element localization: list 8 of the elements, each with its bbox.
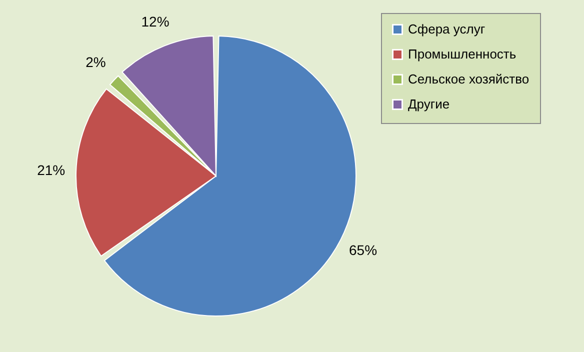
- legend-label: Сфера услуг: [408, 22, 486, 36]
- legend-label: Промышленность: [408, 46, 516, 62]
- data-label: 65%: [349, 242, 378, 258]
- data-label: 21%: [37, 162, 66, 178]
- legend-label: Другие: [408, 96, 450, 112]
- legend-label: Сельское хозяйство: [408, 72, 530, 86]
- data-label: 12%: [141, 14, 170, 30]
- data-label: 2%: [86, 54, 106, 70]
